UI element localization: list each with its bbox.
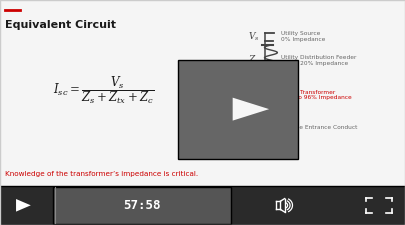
Text: Equivalent Circuit: Equivalent Circuit xyxy=(5,20,116,30)
Text: 57:58: 57:58 xyxy=(123,199,160,212)
Text: Service Entrance Conduct: Service Entrance Conduct xyxy=(281,125,358,130)
Text: $V_s$: $V_s$ xyxy=(247,30,259,43)
Text: Utility Source
0% Impedance: Utility Source 0% Impedance xyxy=(281,31,326,42)
Text: $Z_{tx}$: $Z_{tx}$ xyxy=(245,89,259,101)
FancyBboxPatch shape xyxy=(178,60,298,159)
Text: $Z_c$: $Z_c$ xyxy=(247,121,259,133)
FancyBboxPatch shape xyxy=(53,187,231,224)
Polygon shape xyxy=(232,98,269,121)
Text: $I_{sc} = \dfrac{V_s}{Z_s + Z_{tx} + Z_c}$: $I_{sc} = \dfrac{V_s}{Z_s + Z_{tx} + Z_c… xyxy=(53,74,154,106)
Text: Utility Distribution Feeder
2% to 20% Impedance: Utility Distribution Feeder 2% to 20% Im… xyxy=(281,55,357,66)
Polygon shape xyxy=(16,199,31,212)
Text: $Z_s$: $Z_s$ xyxy=(248,54,259,66)
FancyBboxPatch shape xyxy=(0,186,405,225)
Text: Knowledge of the transformer’s impedance is critical.: Knowledge of the transformer’s impedance… xyxy=(5,171,198,177)
Text: Utility Transformer
60% to 96% Impedance: Utility Transformer 60% to 96% Impedance xyxy=(281,90,352,100)
